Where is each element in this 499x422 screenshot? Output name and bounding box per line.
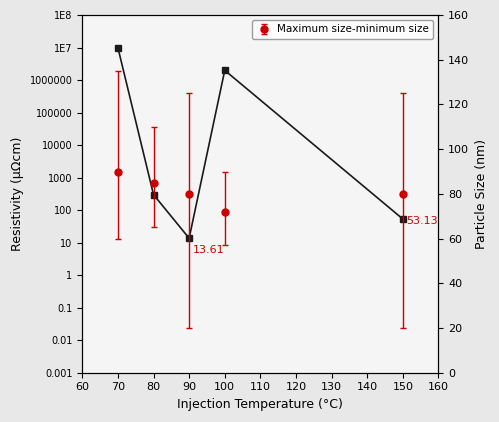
Text: 53.13: 53.13: [406, 216, 438, 226]
Y-axis label: Particle Size (nm): Particle Size (nm): [475, 139, 488, 249]
Y-axis label: Resistivity (μΩcm): Resistivity (μΩcm): [11, 137, 24, 251]
X-axis label: Injection Temperature (°C): Injection Temperature (°C): [178, 398, 343, 411]
Text: 13.61: 13.61: [193, 245, 225, 255]
Legend: Maximum size-minimum size: Maximum size-minimum size: [252, 20, 433, 39]
